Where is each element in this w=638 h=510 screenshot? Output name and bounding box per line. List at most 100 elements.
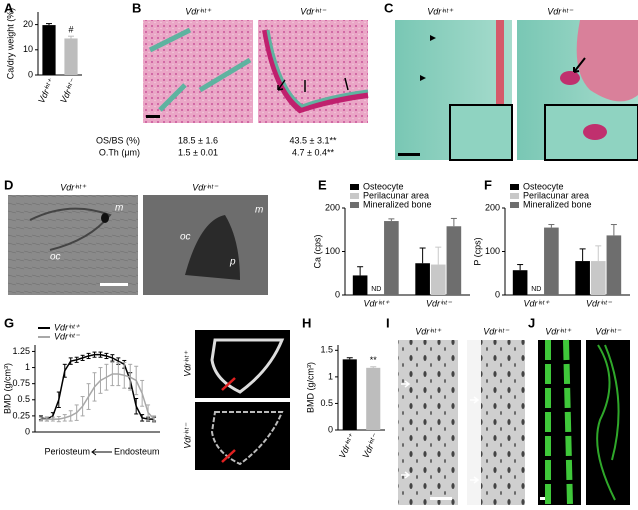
- y-tick-label: 100: [325, 246, 340, 256]
- image-mark: m: [115, 203, 123, 214]
- legend-swatch: [350, 193, 359, 199]
- bar: [430, 264, 446, 295]
- label-band: [545, 339, 573, 506]
- legend-swatch: [350, 202, 359, 208]
- legend-label: Perilacunar area: [363, 190, 429, 200]
- bar: [342, 359, 357, 430]
- legend-swatch: [350, 184, 359, 190]
- image-label: Vdrⁱⁿᵗ⁺: [415, 326, 442, 336]
- panel-letter: C: [384, 0, 394, 15]
- annotation: **: [370, 355, 378, 365]
- arrowhead: [420, 35, 436, 81]
- sem-image: [8, 195, 138, 295]
- y-tick-label: 0: [328, 424, 333, 434]
- image-label: Vdrⁱⁿᵗ⁻: [595, 326, 622, 336]
- scale-bar: [398, 153, 420, 156]
- x-tick-label: Vdrⁱⁿᵗ⁺: [364, 298, 391, 308]
- bar: [352, 275, 368, 295]
- cell: 4.7 ± 0.4**: [292, 147, 334, 157]
- y-tick-label: 1: [25, 362, 30, 372]
- lacuna: [560, 71, 580, 85]
- panel-letter: I: [386, 315, 390, 330]
- bar: [512, 270, 528, 295]
- image-label: Vdrⁱⁿᵗ⁻: [192, 182, 219, 192]
- x-tick-label: Vdrⁱⁿᵗ⁻: [586, 298, 613, 308]
- y-tick-label: 10: [23, 44, 33, 54]
- image-mark: oc: [50, 252, 61, 263]
- ct-image: [195, 402, 290, 470]
- x-tick-label: Vdrⁱⁿᵗ⁻: [360, 431, 380, 459]
- line: [40, 353, 155, 420]
- y-tick-label: 0.25: [12, 410, 30, 420]
- y-tick-label: 1: [328, 371, 333, 381]
- y-tick-label: 0.75: [12, 378, 30, 388]
- legend-swatch: [510, 193, 519, 199]
- y-axis-label: BMD (g/cm³): [2, 363, 12, 414]
- panel-letter: A: [4, 0, 14, 15]
- panel-letter: E: [318, 177, 327, 192]
- x-tick-label: Vdrⁱⁿᵗ⁺: [524, 298, 551, 308]
- legend-label: Vdrⁱⁿᵗ⁻: [54, 331, 81, 341]
- image-label: Vdrⁱⁿᵗ⁻: [547, 6, 574, 16]
- lacuna-edge: [29, 207, 112, 251]
- bar: [590, 261, 606, 295]
- arrow: [573, 57, 586, 73]
- fluorescence-image: [538, 340, 581, 505]
- osteoid: [262, 29, 369, 114]
- image-label: Vdrⁱⁿᵗ⁺: [185, 6, 212, 16]
- osteoid: [148, 27, 252, 112]
- x-tick-label: Vdrⁱⁿᵗ⁻: [58, 76, 78, 104]
- y-tick-label: 20: [23, 19, 33, 29]
- periosteum: [496, 20, 504, 160]
- panel-letter: D: [4, 177, 13, 192]
- cell: 1.5 ± 0.01: [178, 147, 218, 157]
- periosteum: [576, 20, 638, 102]
- row-label: O.Th (μm): [99, 147, 140, 157]
- image-label: Vdrⁱⁿᵗ⁺: [545, 326, 572, 336]
- line: [40, 373, 155, 420]
- sem-image: [398, 340, 458, 505]
- scale-bar: [430, 497, 452, 500]
- y-tick-label: 0: [25, 426, 30, 436]
- y-tick-label: 200: [485, 202, 500, 212]
- label-band: [596, 344, 620, 501]
- image-mark: m: [255, 205, 263, 216]
- axis-arrow: [91, 448, 112, 456]
- image-label: Vdrⁱⁿᵗ⁻: [182, 422, 192, 449]
- bone: [266, 29, 369, 108]
- y-tick-label: 200: [325, 202, 340, 212]
- y-tick-label: 1.25: [12, 346, 30, 356]
- bone-section: [210, 338, 285, 394]
- image-label: Vdrⁱⁿᵗ⁻: [483, 326, 510, 336]
- bar: [42, 25, 56, 75]
- x-tick-label: Vdrⁱⁿᵗ⁺: [337, 431, 357, 459]
- bar: [544, 227, 559, 295]
- bar: [384, 221, 399, 295]
- legend-swatch: [510, 202, 519, 208]
- arrow: [401, 380, 480, 484]
- y-tick-label: 0: [28, 69, 33, 79]
- annotation: #: [68, 25, 73, 35]
- x-tick-label: Vdrⁱⁿᵗ⁻: [426, 298, 453, 308]
- y-tick-label: 0.5: [320, 398, 333, 408]
- scale-bar: [100, 283, 128, 286]
- bone-section: [210, 411, 284, 466]
- lacuna: [185, 215, 240, 280]
- y-axis-label: Ca (cps): [312, 234, 322, 268]
- bar: [606, 235, 622, 295]
- background: [467, 340, 481, 505]
- row-label: OS/BS (%): [96, 135, 140, 145]
- legend-label: Osteocyte: [363, 181, 404, 191]
- legend-label: Perilacunar area: [523, 190, 589, 200]
- y-tick-label: 1.5: [320, 345, 333, 355]
- image-label: Vdrⁱⁿᵗ⁻: [300, 6, 327, 16]
- panel-letter: F: [484, 177, 492, 192]
- image-mark: oc: [180, 232, 191, 243]
- bar: [366, 367, 381, 430]
- x-tick-label: Vdrⁱⁿᵗ⁺: [36, 76, 56, 104]
- panel-letter: J: [528, 315, 535, 330]
- image-label: Vdrⁱⁿᵗ⁺: [60, 182, 87, 192]
- legend-label: Vdrⁱⁿᵗ⁺: [54, 322, 81, 332]
- scale-bar: [146, 115, 160, 118]
